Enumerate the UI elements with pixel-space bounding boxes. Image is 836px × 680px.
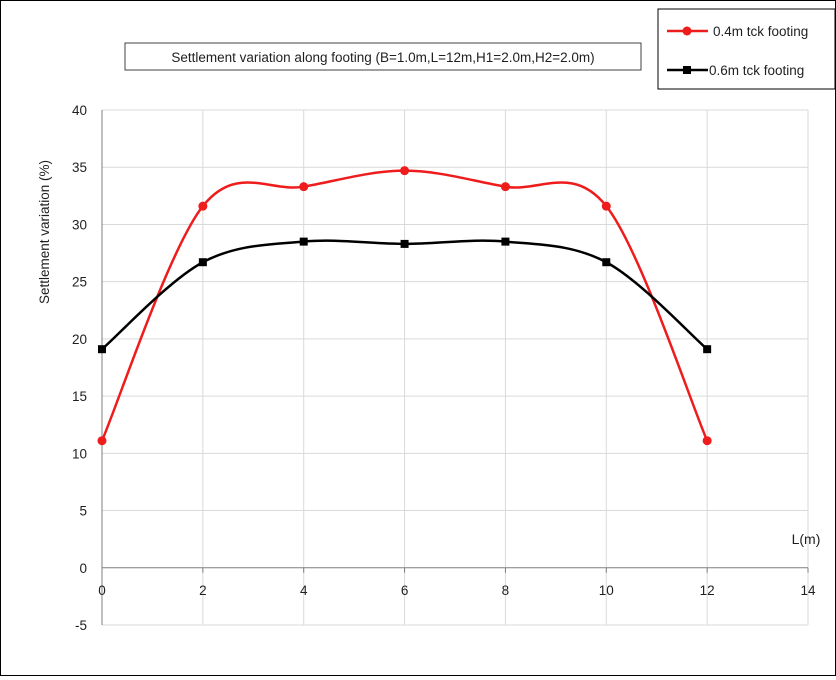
- legend-marker: [682, 26, 692, 36]
- y-tick-label: 10: [72, 446, 87, 461]
- data-point: [602, 258, 611, 267]
- y-tick-label: 5: [79, 504, 87, 519]
- data-point: [702, 436, 712, 446]
- y-axis-label: Settlement variation (%): [37, 160, 52, 304]
- x-tick-label: 6: [401, 583, 409, 598]
- y-tick-label: -5: [75, 618, 87, 633]
- y-tick-label: 40: [72, 103, 87, 118]
- data-point: [299, 237, 308, 246]
- tick-labels: -5 0 5 10 15 20 25 30 35 40 0 2 4 6 8 10 12 14: [72, 103, 816, 633]
- legend: 0.4m tck footing 0.6m tck footing: [657, 8, 836, 90]
- y-tick-label: 15: [72, 389, 87, 404]
- x-tick-label: 12: [700, 583, 715, 598]
- data-point: [198, 258, 207, 267]
- series-layer: [97, 166, 712, 446]
- chart-title-box: Settlement variation along footing (B=1.…: [124, 42, 642, 71]
- y-tick-label: 25: [72, 275, 87, 290]
- data-point: [500, 182, 510, 192]
- data-point: [97, 436, 107, 446]
- data-point: [703, 345, 712, 354]
- data-point: [501, 237, 510, 246]
- x-tick-label: 10: [599, 583, 614, 598]
- legend-item-0: 0.4m tck footing: [667, 24, 808, 39]
- y-tick-label: 0: [79, 561, 87, 576]
- data-point: [601, 201, 611, 211]
- x-axis-label: L(m): [792, 531, 821, 547]
- grid: [102, 109, 809, 626]
- x-tick-label: 14: [800, 583, 816, 598]
- legend-box: [657, 8, 836, 90]
- axes: [101, 110, 809, 625]
- data-point: [98, 345, 106, 354]
- legend-marker: [683, 66, 691, 74]
- series-1: [98, 237, 712, 354]
- data-point: [299, 182, 309, 192]
- x-tick-label: 8: [502, 583, 510, 598]
- data-point: [198, 201, 208, 211]
- x-tick-label: 2: [199, 583, 207, 598]
- series-0: [97, 166, 712, 446]
- x-tick-label: 0: [98, 583, 106, 598]
- y-tick-label: 35: [72, 160, 87, 175]
- chart-title: Settlement variation along footing (B=1.…: [171, 50, 594, 65]
- data-point: [400, 166, 410, 176]
- legend-label: 0.6m tck footing: [709, 63, 804, 78]
- data-point: [400, 239, 409, 248]
- y-tick-label: 30: [72, 217, 87, 232]
- legend-label: 0.4m tck footing: [713, 24, 808, 39]
- y-tick-label: 20: [72, 332, 87, 347]
- legend-item-1: 0.6m tck footing: [667, 63, 804, 78]
- x-tick-label: 4: [300, 583, 308, 598]
